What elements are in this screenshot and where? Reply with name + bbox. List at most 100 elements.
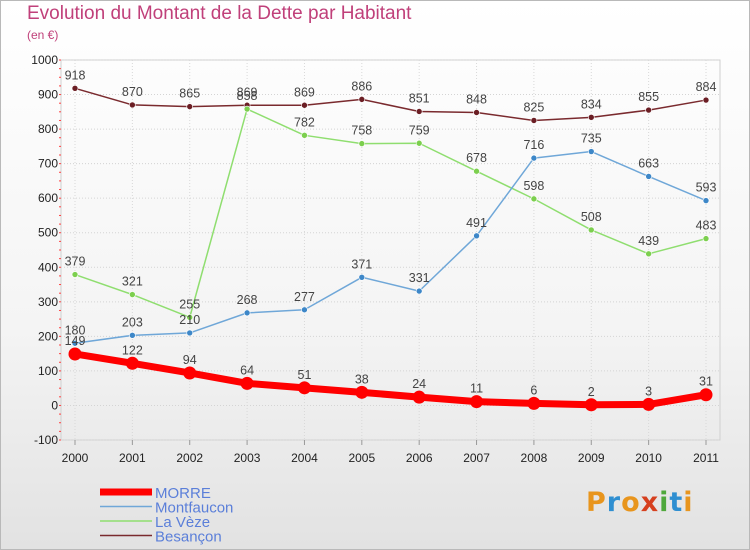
data-point (186, 103, 194, 110)
data-point (358, 96, 366, 103)
data-label: 759 (409, 123, 430, 137)
data-label: 31 (699, 375, 713, 389)
x-tick-label: 2006 (406, 451, 433, 465)
series-montfaucon: 180 203 210 268 277 371 331 491 716 735 663 593 (65, 132, 717, 347)
data-label: 6 (530, 383, 537, 397)
data-point (530, 117, 538, 124)
data-label: 663 (638, 156, 659, 170)
proxiti-logo: Proxiti (586, 487, 694, 518)
data-point (240, 376, 254, 390)
data-label: 918 (65, 68, 86, 82)
data-label: 2 (588, 385, 595, 399)
data-point (129, 101, 136, 109)
y-tick-label: 100 (38, 364, 58, 378)
data-point (645, 173, 652, 180)
data-point (243, 309, 251, 317)
data-label: 848 (466, 93, 487, 107)
data-label: 180 (65, 323, 86, 337)
series-besan-on: 918 870 865 869 869 886 851 848 825 834 855 884 (65, 68, 717, 124)
data-point (301, 132, 308, 139)
chart-subtitle: (en €) (27, 28, 59, 42)
data-label: 716 (523, 138, 544, 152)
data-label: 122 (122, 343, 143, 357)
data-point (587, 114, 595, 121)
data-label: 11 (470, 382, 483, 396)
data-point (415, 287, 423, 295)
data-point (645, 106, 652, 114)
x-tick-label: 2000 (62, 451, 89, 465)
data-label: 210 (179, 313, 200, 327)
data-label: 371 (351, 257, 372, 271)
data-label: 855 (638, 90, 659, 104)
x-tick-label: 2007 (463, 451, 490, 465)
data-label: 870 (122, 85, 143, 99)
x-tick-label: 2002 (176, 451, 203, 465)
data-point (125, 356, 139, 370)
data-label: 508 (581, 210, 602, 224)
x-tick-label: 2001 (119, 451, 146, 465)
data-label: 865 (179, 87, 200, 101)
data-point (587, 148, 595, 155)
data-point (415, 139, 423, 147)
data-label: 24 (412, 377, 426, 391)
data-label: 884 (696, 80, 717, 94)
data-point (473, 109, 480, 116)
series-la-v-ze: 379 321 255 858 782 758 759 678 598 508 439 483 (65, 89, 716, 321)
data-label: 825 (523, 100, 544, 114)
data-label: 255 (179, 297, 200, 311)
data-point (129, 332, 136, 339)
data-label: 149 (65, 334, 86, 348)
chart-title: Evolution du Montant de la Dette par Hab… (27, 3, 412, 24)
data-label: 598 (523, 179, 544, 193)
data-point (470, 395, 484, 409)
x-tick-label: 2004 (291, 451, 318, 465)
data-label: 758 (351, 124, 372, 138)
data-point (642, 397, 656, 411)
series-line (74, 87, 707, 122)
y-tick-label: 300 (38, 295, 58, 309)
y-tick-label: 600 (38, 191, 58, 205)
legend-label: Besançon (155, 529, 222, 546)
y-tick-label: 0 (51, 398, 58, 412)
data-point (702, 96, 710, 104)
data-point (358, 140, 366, 147)
data-point (186, 314, 194, 321)
data-point (71, 339, 79, 347)
data-point (183, 366, 197, 380)
data-label: 94 (183, 353, 197, 367)
data-label: 678 (466, 151, 487, 165)
y-tick-label: 200 (38, 329, 58, 343)
data-label: 593 (696, 181, 717, 195)
series-morre: 149 122 94 64 51 38 24 11 6 2 3 31 (65, 334, 713, 412)
data-label: 38 (355, 372, 369, 386)
data-point (702, 197, 710, 204)
data-point (301, 306, 308, 314)
data-point (415, 108, 423, 115)
data-point (527, 396, 541, 410)
data-label: 886 (351, 79, 372, 93)
data-point (129, 291, 136, 298)
data-point (71, 85, 79, 92)
plot-area (60, 59, 721, 441)
x-tick-label: 2011 (693, 451, 719, 465)
data-point (584, 398, 598, 412)
data-point (355, 385, 369, 399)
legend-label: La Vèze (155, 514, 210, 531)
y-tick-label: 700 (38, 157, 58, 171)
y-tick-label: 400 (38, 260, 58, 274)
legend-label: MORRE (155, 485, 211, 502)
legend-label: Montfaucon (155, 500, 233, 517)
data-label: 735 (581, 132, 602, 146)
data-point (530, 154, 538, 162)
x-tick-label: 2003 (234, 451, 261, 465)
data-point (68, 347, 82, 361)
data-label: 64 (240, 363, 254, 377)
data-point (699, 388, 713, 402)
data-label: 834 (581, 97, 602, 111)
data-label: 858 (237, 89, 258, 103)
series-line (74, 150, 707, 345)
data-point (473, 232, 480, 240)
y-tick-label: 900 (38, 88, 58, 102)
